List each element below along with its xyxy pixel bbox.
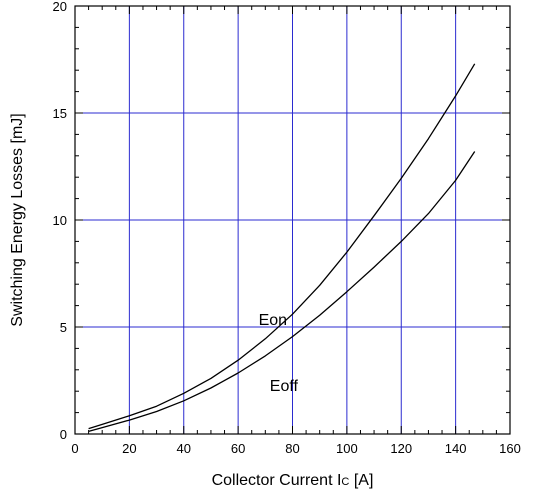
series-eon-line — [88, 63, 476, 430]
curve-annotations: Eon Eoff — [259, 312, 299, 395]
grid-lines — [75, 6, 510, 434]
x-tick-label: 100 — [336, 441, 358, 456]
tick-labels: 0 20 40 60 80 100 120 140 160 0 5 10 15 20 — [53, 0, 521, 456]
series-eoff-line — [88, 151, 476, 433]
x-tick-label: 0 — [71, 441, 78, 456]
x-tick-label: 140 — [445, 441, 467, 456]
x-tick-label: 80 — [285, 441, 299, 456]
y-tick-label: 0 — [60, 427, 67, 442]
x-tick-label: 20 — [122, 441, 136, 456]
curve-label-eon: Eon — [259, 312, 287, 329]
y-axis-label: Switching Energy Losses [mJ] — [9, 113, 26, 326]
y-tick-label: 10 — [53, 213, 67, 228]
y-tick-label: 15 — [53, 106, 67, 121]
x-tick-label: 120 — [390, 441, 412, 456]
x-tick-label: 40 — [177, 441, 191, 456]
y-tick-label: 5 — [60, 320, 67, 335]
x-tick-label: 160 — [499, 441, 521, 456]
y-tick-label: 20 — [53, 0, 67, 14]
x-tick-label: 60 — [231, 441, 245, 456]
x-axis-label: Collector Current IC [A] — [212, 472, 374, 489]
curves — [88, 63, 476, 433]
axis-ticks — [74, 5, 511, 435]
curve-label-eoff: Eoff — [270, 378, 299, 395]
